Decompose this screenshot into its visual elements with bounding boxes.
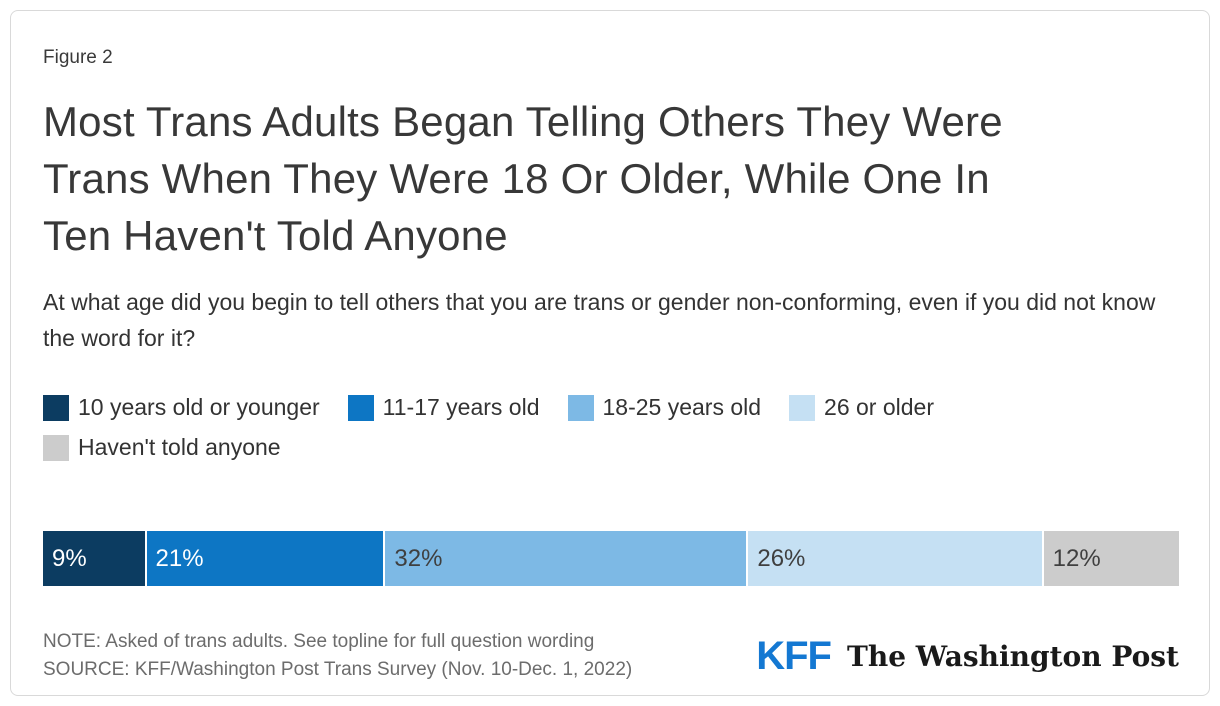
chart-legend: 10 years old or younger 11-17 years old 18… bbox=[43, 394, 1177, 461]
bar-segment: 32% bbox=[385, 531, 749, 586]
legend-label: 26 or older bbox=[824, 394, 935, 420]
legend-label: 10 years old or younger bbox=[78, 394, 320, 420]
bar-value-label: 12% bbox=[1052, 544, 1101, 572]
legend-swatch bbox=[43, 394, 69, 421]
legend-item: 26 or older bbox=[789, 394, 934, 421]
chart-title-line-3: Ten Haven't Told Anyone bbox=[43, 212, 508, 259]
bar-segment: 9% bbox=[43, 531, 147, 586]
legend-item: 18-25 years old bbox=[567, 394, 762, 421]
chart-title-line-2: Trans When They Were 18 Or Older, While … bbox=[43, 155, 990, 202]
legend-swatch bbox=[347, 394, 374, 421]
footer-notes: NOTE: Asked of trans adults. See topline… bbox=[43, 628, 632, 684]
kff-logo: KFF bbox=[756, 633, 832, 678]
note-line: NOTE: Asked of trans adults. See topline… bbox=[43, 631, 595, 652]
chart-title-line-1: Most Trans Adults Began Telling Others T… bbox=[43, 98, 1003, 145]
logos: KFF The Washington Post bbox=[756, 634, 1179, 679]
bar-value-label: 9% bbox=[52, 544, 87, 572]
stacked-bar: 9% 21% 32% 26% 12% bbox=[43, 531, 1179, 586]
figure-card: Figure 2 Most Trans Adults Began Telling… bbox=[10, 10, 1210, 696]
source-line: SOURCE: KFF/Washington Post Trans Survey… bbox=[43, 659, 633, 680]
chart-subtitle-question: At what age did you begin to tell others… bbox=[43, 289, 1156, 351]
legend-label: Haven't told anyone bbox=[78, 434, 281, 460]
legend-swatch bbox=[43, 434, 69, 461]
legend-item: 11-17 years old bbox=[347, 394, 540, 421]
chart-title: Most Trans Adults Began Telling Others T… bbox=[43, 93, 1177, 264]
legend-label: 18-25 years old bbox=[602, 394, 762, 420]
legend-label: 11-17 years old bbox=[382, 394, 540, 420]
figure-label: Figure 2 bbox=[43, 47, 113, 68]
legend-item: Haven't told anyone bbox=[43, 434, 281, 461]
washington-post-logo: The Washington Post bbox=[847, 639, 1179, 673]
legend-swatch bbox=[567, 394, 594, 421]
legend-swatch bbox=[789, 394, 816, 421]
bar-segment: 21% bbox=[146, 531, 386, 586]
legend-item: 10 years old or younger bbox=[43, 394, 320, 421]
bar-segment: 26% bbox=[748, 531, 1044, 586]
bar-segment: 12% bbox=[1043, 531, 1179, 586]
bar-value-label: 21% bbox=[155, 544, 204, 572]
bar-value-label: 26% bbox=[757, 544, 806, 572]
bar-value-label: 32% bbox=[394, 544, 443, 572]
footer: NOTE: Asked of trans adults. See topline… bbox=[43, 628, 1179, 684]
